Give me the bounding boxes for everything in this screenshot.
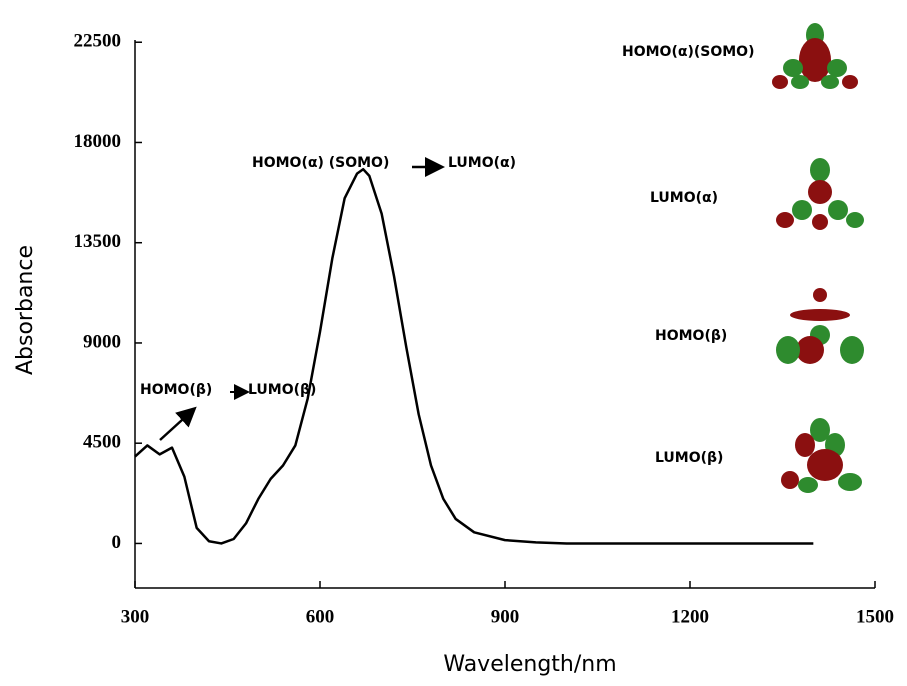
annotation: HOMO(α)(SOMO) — [622, 44, 754, 60]
x-axis-title: Wavelength/nm — [443, 652, 616, 677]
y-tick-label: 22500 — [74, 31, 122, 52]
x-tick-label: 1500 — [856, 606, 894, 627]
annotation: HOMO(β) — [140, 382, 212, 398]
x-tick-label: 600 — [306, 606, 335, 627]
annotation: HOMO(β) — [655, 328, 727, 344]
orbital-image — [781, 418, 862, 493]
annotation-arrow — [160, 410, 193, 440]
data-line — [135, 169, 813, 543]
x-tick-label: 1200 — [671, 606, 709, 627]
orbital-image — [776, 288, 864, 364]
orbital-image — [772, 23, 858, 89]
annotation: LUMO(β) — [248, 382, 316, 398]
annotation: LUMO(β) — [655, 450, 723, 466]
chart: Wavelength/nm Absorbance 0 4500 9000 13500 1… — [0, 0, 907, 686]
x-tick-label: 900 — [491, 606, 520, 627]
annotation: HOMO(α) (SOMO) — [252, 155, 389, 171]
y-tick-label: 0 — [112, 532, 122, 553]
y-tick-label: 9000 — [83, 331, 121, 352]
annotation: LUMO(α) — [650, 190, 718, 206]
y-tick-label: 18000 — [74, 131, 122, 152]
y-axis-title: Absorbance — [13, 245, 38, 375]
annotation: LUMO(α) — [448, 155, 516, 171]
y-tick-label: 4500 — [83, 432, 121, 453]
y-tick-label: 13500 — [74, 231, 122, 252]
x-tick-label: 300 — [121, 606, 150, 627]
orbital-image — [776, 158, 864, 230]
